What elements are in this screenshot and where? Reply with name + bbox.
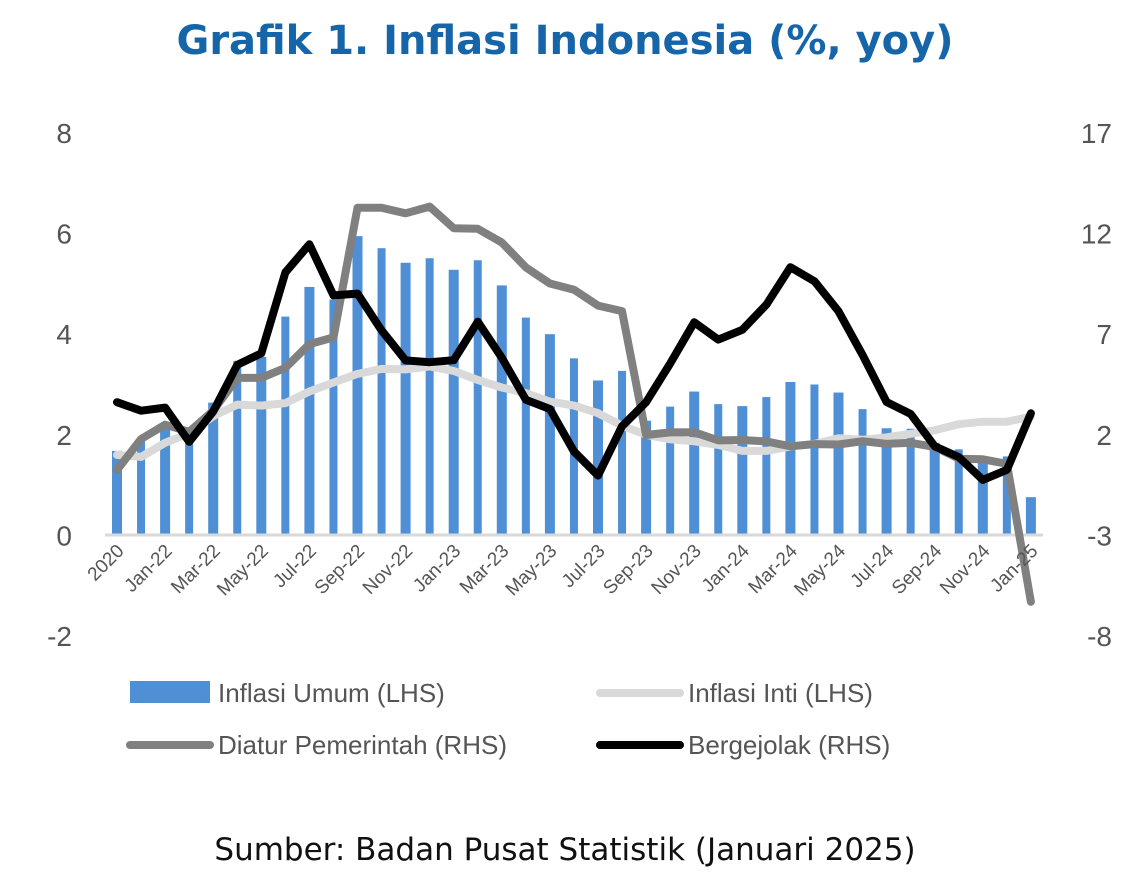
bar-Aug-24 xyxy=(906,428,915,536)
y-axis-left: -2 0 2 4 6 8 xyxy=(47,118,72,652)
bar-Jan-24 xyxy=(737,406,748,536)
y-axis-right: -8 -3 2 7 12 17 xyxy=(1081,118,1112,652)
bar-Nov-23 xyxy=(689,391,700,536)
bar-2020 xyxy=(112,450,122,536)
y-right-tick-label: -3 xyxy=(1087,520,1112,551)
bar-Jan-22 xyxy=(160,425,171,536)
legend-label: Diatur Pemerintah (RHS) xyxy=(218,730,507,760)
bar-Aug-22 xyxy=(329,299,338,536)
legend-label: Inflasi Umum (LHS) xyxy=(218,678,445,708)
y-right-tick-label: 12 xyxy=(1081,219,1112,250)
bar-May-23 xyxy=(544,334,555,536)
bar-May-22 xyxy=(256,356,267,536)
y-right-tick-label: 17 xyxy=(1081,118,1112,149)
bar-2021 xyxy=(137,441,146,536)
y-right-tick-label: 7 xyxy=(1096,319,1112,350)
y-left-tick-label: 4 xyxy=(56,319,72,350)
bar-Oct-23 xyxy=(666,406,675,536)
legend-label: Bergejolak (RHS) xyxy=(688,730,890,760)
bar-Dec-23 xyxy=(714,404,723,536)
bar-Feb-24 xyxy=(762,397,771,536)
bar-Dec-22 xyxy=(425,258,434,536)
x-tick-label: Jan-25 xyxy=(986,541,1042,597)
bar-Oct-24 xyxy=(954,449,963,536)
bar-May-24 xyxy=(833,392,844,536)
legend: Inflasi Umum (LHS) Inflasi Inti (LHS) Diat… xyxy=(126,678,890,760)
bar-Sep-24 xyxy=(929,442,940,536)
bar-Nov-22 xyxy=(400,262,411,536)
legend-label: Inflasi Inti (LHS) xyxy=(688,678,873,708)
bar-Feb-23 xyxy=(473,260,482,536)
series-lines xyxy=(113,202,1035,606)
bar-Aug-23 xyxy=(618,370,627,536)
bar-Sep-22 xyxy=(352,236,363,536)
bar-Oct-22 xyxy=(377,248,386,536)
bar-Jul-24 xyxy=(881,428,892,536)
x-tick-label: Jan-24 xyxy=(698,540,754,596)
bar-Apr-23 xyxy=(521,317,530,536)
line-inflasi-inti-lhs- xyxy=(113,362,1035,461)
bar-Mar-24 xyxy=(785,381,796,536)
line-diatur-pemerintah-rhs- xyxy=(113,202,1035,606)
bar-Jun-24 xyxy=(858,409,867,536)
bars-inflasi-umum xyxy=(112,236,1036,536)
x-tick-label: May-22 xyxy=(213,541,273,601)
bar-Apr-24 xyxy=(810,384,819,536)
x-tick-label: Nov-24 xyxy=(936,540,994,598)
x-tick-label: Sep-22 xyxy=(311,541,369,599)
legend-swatch-bar xyxy=(130,681,210,703)
bar-Apr-22 xyxy=(233,360,242,536)
bar-Jan-25 xyxy=(1025,497,1036,536)
x-tick-label: Nov-23 xyxy=(648,541,706,599)
x-tick-label: Sep-24 xyxy=(888,540,946,598)
x-tick-label: Jan-22 xyxy=(121,541,177,597)
y-left-tick-label: 0 xyxy=(56,520,72,551)
bar-Dec-24 xyxy=(1002,456,1011,536)
x-axis-ticks: 2020Jan-22Mar-22May-22Jul-22Sep-22Nov-22… xyxy=(84,540,1043,600)
bar-Jun-22 xyxy=(281,316,290,536)
bar-Feb-22 xyxy=(185,431,194,536)
bar-Nov-24 xyxy=(977,457,988,536)
y-left-tick-label: 8 xyxy=(56,118,72,149)
y-right-tick-label: -8 xyxy=(1087,621,1112,652)
x-tick-label: May-24 xyxy=(790,540,850,600)
y-left-tick-label: 6 xyxy=(56,219,72,250)
chart-title: Grafik 1. Inflasi Indonesia (%, yoy) xyxy=(176,18,954,64)
x-tick-label: 2020 xyxy=(84,541,129,586)
x-tick-label: Sep-23 xyxy=(599,541,657,599)
bar-Sep-23 xyxy=(641,420,652,536)
bar-Mar-22 xyxy=(208,402,219,536)
x-tick-label: Nov-22 xyxy=(359,541,417,599)
bar-Jul-22 xyxy=(304,286,315,536)
source-note: Sumber: Badan Pusat Statistik (Januari 2… xyxy=(214,832,916,868)
y-right-tick-label: 2 xyxy=(1096,420,1112,451)
y-left-tick-label: -2 xyxy=(47,621,72,652)
x-tick-label: Jan-23 xyxy=(409,541,465,597)
x-tick-label: May-23 xyxy=(502,541,562,601)
y-left-tick-label: 2 xyxy=(56,420,72,451)
bar-Mar-23 xyxy=(496,285,507,536)
line-bergejolak-rhs- xyxy=(113,240,1035,484)
bar-Jan-23 xyxy=(448,269,459,536)
bar-Jul-23 xyxy=(593,380,603,536)
